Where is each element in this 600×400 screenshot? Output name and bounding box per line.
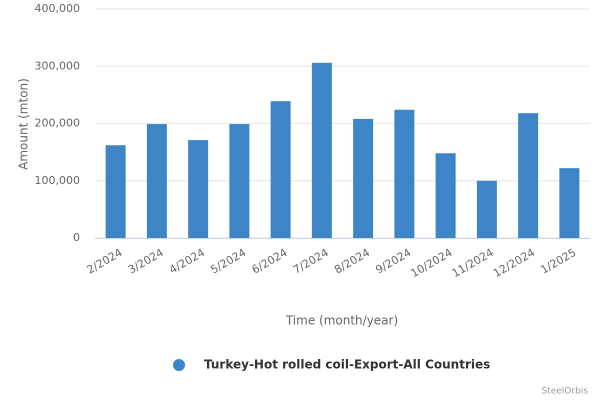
legend-label[interactable]: Turkey-Hot rolled coil-Export-All Countr…	[204, 358, 490, 372]
bar	[311, 62, 332, 238]
x-tick-label: 9/2024	[373, 246, 413, 277]
x-tick-label: 7/2024	[291, 246, 331, 277]
bar	[229, 124, 250, 238]
x-axis-title: Time (month/year)	[285, 314, 398, 328]
x-tick-label: 6/2024	[250, 246, 290, 277]
y-tick-label: 400,000	[35, 2, 81, 15]
x-tick-label: 8/2024	[332, 246, 372, 277]
bar	[353, 118, 374, 238]
x-tick-label: 2/2024	[85, 246, 125, 277]
bar	[394, 109, 415, 238]
y-tick-label: 0	[73, 231, 80, 244]
bar	[188, 140, 209, 238]
x-tick-label: 11/2024	[450, 246, 496, 280]
bar	[105, 145, 126, 238]
bar	[435, 153, 456, 238]
y-tick-label: 100,000	[35, 174, 81, 187]
legend-marker[interactable]	[173, 359, 185, 371]
bar	[146, 124, 167, 238]
bar	[476, 180, 497, 238]
y-tick-label: 300,000	[35, 59, 81, 72]
bar	[559, 168, 580, 238]
x-tick-label: 5/2024	[208, 246, 248, 277]
x-tick-label: 3/2024	[126, 246, 166, 277]
bar	[270, 101, 291, 238]
bar	[518, 113, 539, 238]
x-tick-label: 1/2025	[538, 246, 578, 277]
x-tick-label: 4/2024	[167, 246, 207, 277]
x-tick-label: 10/2024	[409, 246, 455, 280]
y-axis-title: Amount (mton)	[17, 78, 31, 170]
credits: SteelOrbis	[541, 387, 588, 397]
y-tick-label: 200,000	[35, 117, 81, 130]
x-tick-label: 12/2024	[491, 246, 537, 280]
